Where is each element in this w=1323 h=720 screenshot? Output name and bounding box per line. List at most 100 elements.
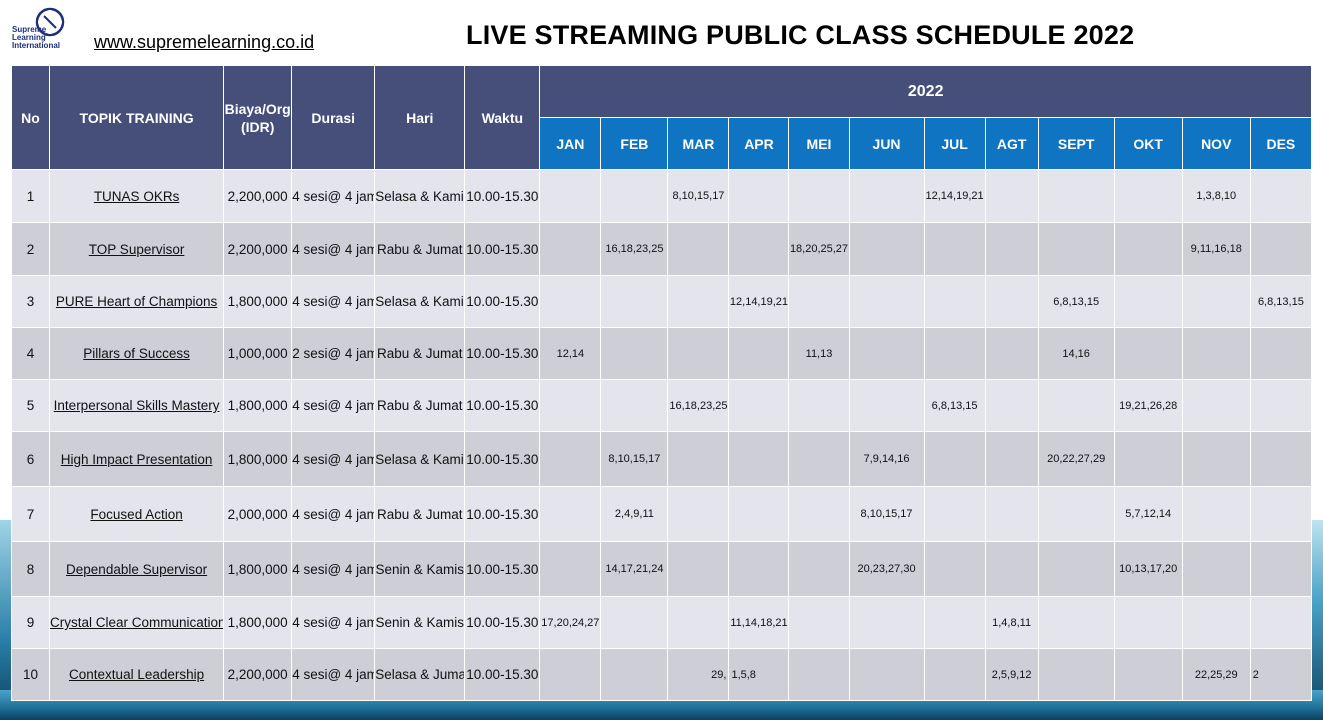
- page-title: LIVE STREAMING PUBLIC CLASS SCHEDULE 202…: [466, 20, 1135, 50]
- topic-link-text[interactable]: Dependable Supervisor: [66, 561, 208, 577]
- date-cell-sept: 6,8,13,15: [1037, 275, 1115, 328]
- date-cell-apr: [728, 222, 790, 276]
- table-row: 10 Contextual Leadership 2,200,000 4 sesi@ …: [10, 648, 1313, 701]
- row-number: 4: [10, 327, 51, 380]
- date-cell-des: [1249, 169, 1313, 223]
- fee-cell: 1,800,000: [223, 431, 293, 487]
- time-cell: 10.00-15.30: [464, 222, 541, 276]
- date-cell-mar: 16,18,23,25: [667, 379, 730, 432]
- date-cell-jul: [923, 541, 986, 597]
- date-cell-feb: [600, 379, 669, 432]
- days-cell: Rabu & Jumat: [374, 222, 466, 276]
- topic-link: TUNAS OKRs: [49, 169, 225, 223]
- date-cell-feb: [600, 648, 669, 701]
- date-cell-jan: [539, 648, 602, 701]
- month-header-apr: APR: [728, 117, 790, 170]
- row-number: 9: [10, 596, 51, 649]
- topic-link-text[interactable]: PURE Heart of Champions: [55, 294, 218, 309]
- date-cell-mar: [667, 222, 730, 276]
- date-cell-des: [1249, 541, 1313, 597]
- row-number: 1: [10, 169, 51, 223]
- date-cell-jul: [923, 431, 986, 487]
- fee-cell: 1,800,000: [223, 541, 293, 597]
- topic-link-text[interactable]: Interpersonal Skills Mastery: [53, 398, 220, 413]
- date-cell-jul: [923, 596, 986, 649]
- table-row: 5 Interpersonal Skills Mastery 1,800,000 4 …: [10, 379, 1313, 432]
- time-cell: 10.00-15.30: [464, 275, 541, 328]
- date-cell-agt: 2,5,9,12: [984, 648, 1039, 701]
- date-cell-sept: [1037, 169, 1115, 223]
- date-cell-mar: [667, 275, 730, 328]
- date-cell-jan: 17,20,24,27: [539, 596, 602, 649]
- table-row: 8 Dependable Supervisor 1,800,000 4 sesi@ 4…: [10, 541, 1313, 597]
- logo-word-2: Learning: [12, 33, 46, 42]
- table-row: 2 TOP Supervisor 2,200,000 4 sesi@ 4 jam Rab…: [10, 222, 1313, 276]
- days-cell: Rabu & Jumat: [374, 379, 466, 432]
- topic-link-text[interactable]: Focused Action: [90, 506, 183, 522]
- fee-cell: 1,800,000: [223, 596, 293, 649]
- month-header-feb: FEB: [600, 117, 669, 170]
- date-cell-nov: [1181, 275, 1251, 328]
- date-cell-jun: [848, 222, 925, 276]
- days-cell: Rabu & Jumat: [374, 327, 466, 380]
- topic-link-text[interactable]: Crystal Clear Communication: [50, 615, 224, 630]
- date-cell-nov: [1181, 596, 1251, 649]
- date-cell-jan: 12,14: [539, 327, 602, 380]
- days-cell: Selasa & Kamis: [374, 275, 466, 328]
- date-cell-jul: [923, 275, 986, 328]
- header-topik: TOPIK TRAINING: [49, 65, 225, 170]
- duration-cell: 4 sesi@ 4 jam: [291, 596, 376, 649]
- date-cell-mar: [667, 327, 730, 380]
- row-number: 6: [10, 431, 51, 487]
- date-cell-mar: [667, 486, 730, 542]
- topic-link: Interpersonal Skills Mastery: [49, 379, 225, 432]
- date-cell-jun: [848, 169, 925, 223]
- date-cell-okt: 10,13,17,20: [1113, 541, 1183, 597]
- date-cell-feb: [600, 327, 669, 380]
- date-cell-mei: [788, 596, 850, 649]
- duration-cell: 4 sesi@ 4 jam: [291, 379, 376, 432]
- date-cell-okt: [1113, 222, 1183, 276]
- date-cell-jun: [848, 596, 925, 649]
- fee-cell: 2,000,000: [223, 486, 293, 542]
- date-cell-nov: [1181, 431, 1251, 487]
- month-header-row: JAN FEB MAR APR MEI JUN JUL AGT SEPT OKT NOV DES: [12, 117, 1313, 170]
- date-cell-okt: [1113, 169, 1183, 223]
- date-cell-okt: [1113, 327, 1183, 380]
- fee-cell: 1,800,000: [223, 275, 293, 328]
- topic-link-text[interactable]: Contextual Leadership: [69, 667, 205, 682]
- month-header-agt: AGT: [984, 117, 1039, 170]
- date-cell-des: [1249, 222, 1313, 276]
- date-cell-jan: [539, 541, 602, 597]
- date-cell-jul: [923, 648, 986, 701]
- time-cell: 10.00-15.30: [464, 327, 541, 380]
- date-cell-des: 6,8,13,15: [1249, 275, 1313, 328]
- topic-link-text[interactable]: TUNAS OKRs: [93, 188, 180, 204]
- date-cell-mei: [788, 486, 850, 542]
- topic-link-text[interactable]: High Impact Presentation: [60, 451, 213, 467]
- topic-link-text[interactable]: TOP Supervisor: [88, 241, 185, 257]
- date-cell-agt: [984, 275, 1039, 328]
- row-number: 2: [10, 222, 51, 276]
- date-cell-des: 2: [1249, 648, 1313, 701]
- date-cell-agt: [984, 327, 1039, 380]
- topic-link: Crystal Clear Communication: [49, 596, 225, 649]
- days-cell: Rabu & Jumat: [374, 486, 466, 542]
- month-header-mei: MEI: [788, 117, 850, 170]
- date-cell-feb: 2,4,9,11: [600, 486, 669, 542]
- table-row: 3 PURE Heart of Champions 1,800,000 4 sesi@…: [10, 275, 1313, 328]
- time-cell: 10.00-15.30: [464, 431, 541, 487]
- time-cell: 10.00-15.30: [464, 541, 541, 597]
- month-header-des: DES: [1249, 117, 1313, 170]
- date-cell-jun: 20,23,27,30: [848, 541, 925, 597]
- date-cell-jun: 8,10,15,17: [848, 486, 925, 542]
- topic-link-text[interactable]: Pillars of Success: [83, 346, 190, 361]
- duration-cell: 4 sesi@ 4 jam: [291, 431, 376, 487]
- duration-cell: 2 sesi@ 4 jam: [291, 327, 376, 380]
- date-cell-apr: [728, 486, 790, 542]
- date-cell-mei: [788, 169, 850, 223]
- website-link[interactable]: www.supremelearning.co.id: [94, 32, 315, 52]
- date-cell-jan: [539, 379, 602, 432]
- duration-cell: 4 sesi@ 4 jam: [291, 169, 376, 223]
- row-number: 3: [10, 275, 51, 328]
